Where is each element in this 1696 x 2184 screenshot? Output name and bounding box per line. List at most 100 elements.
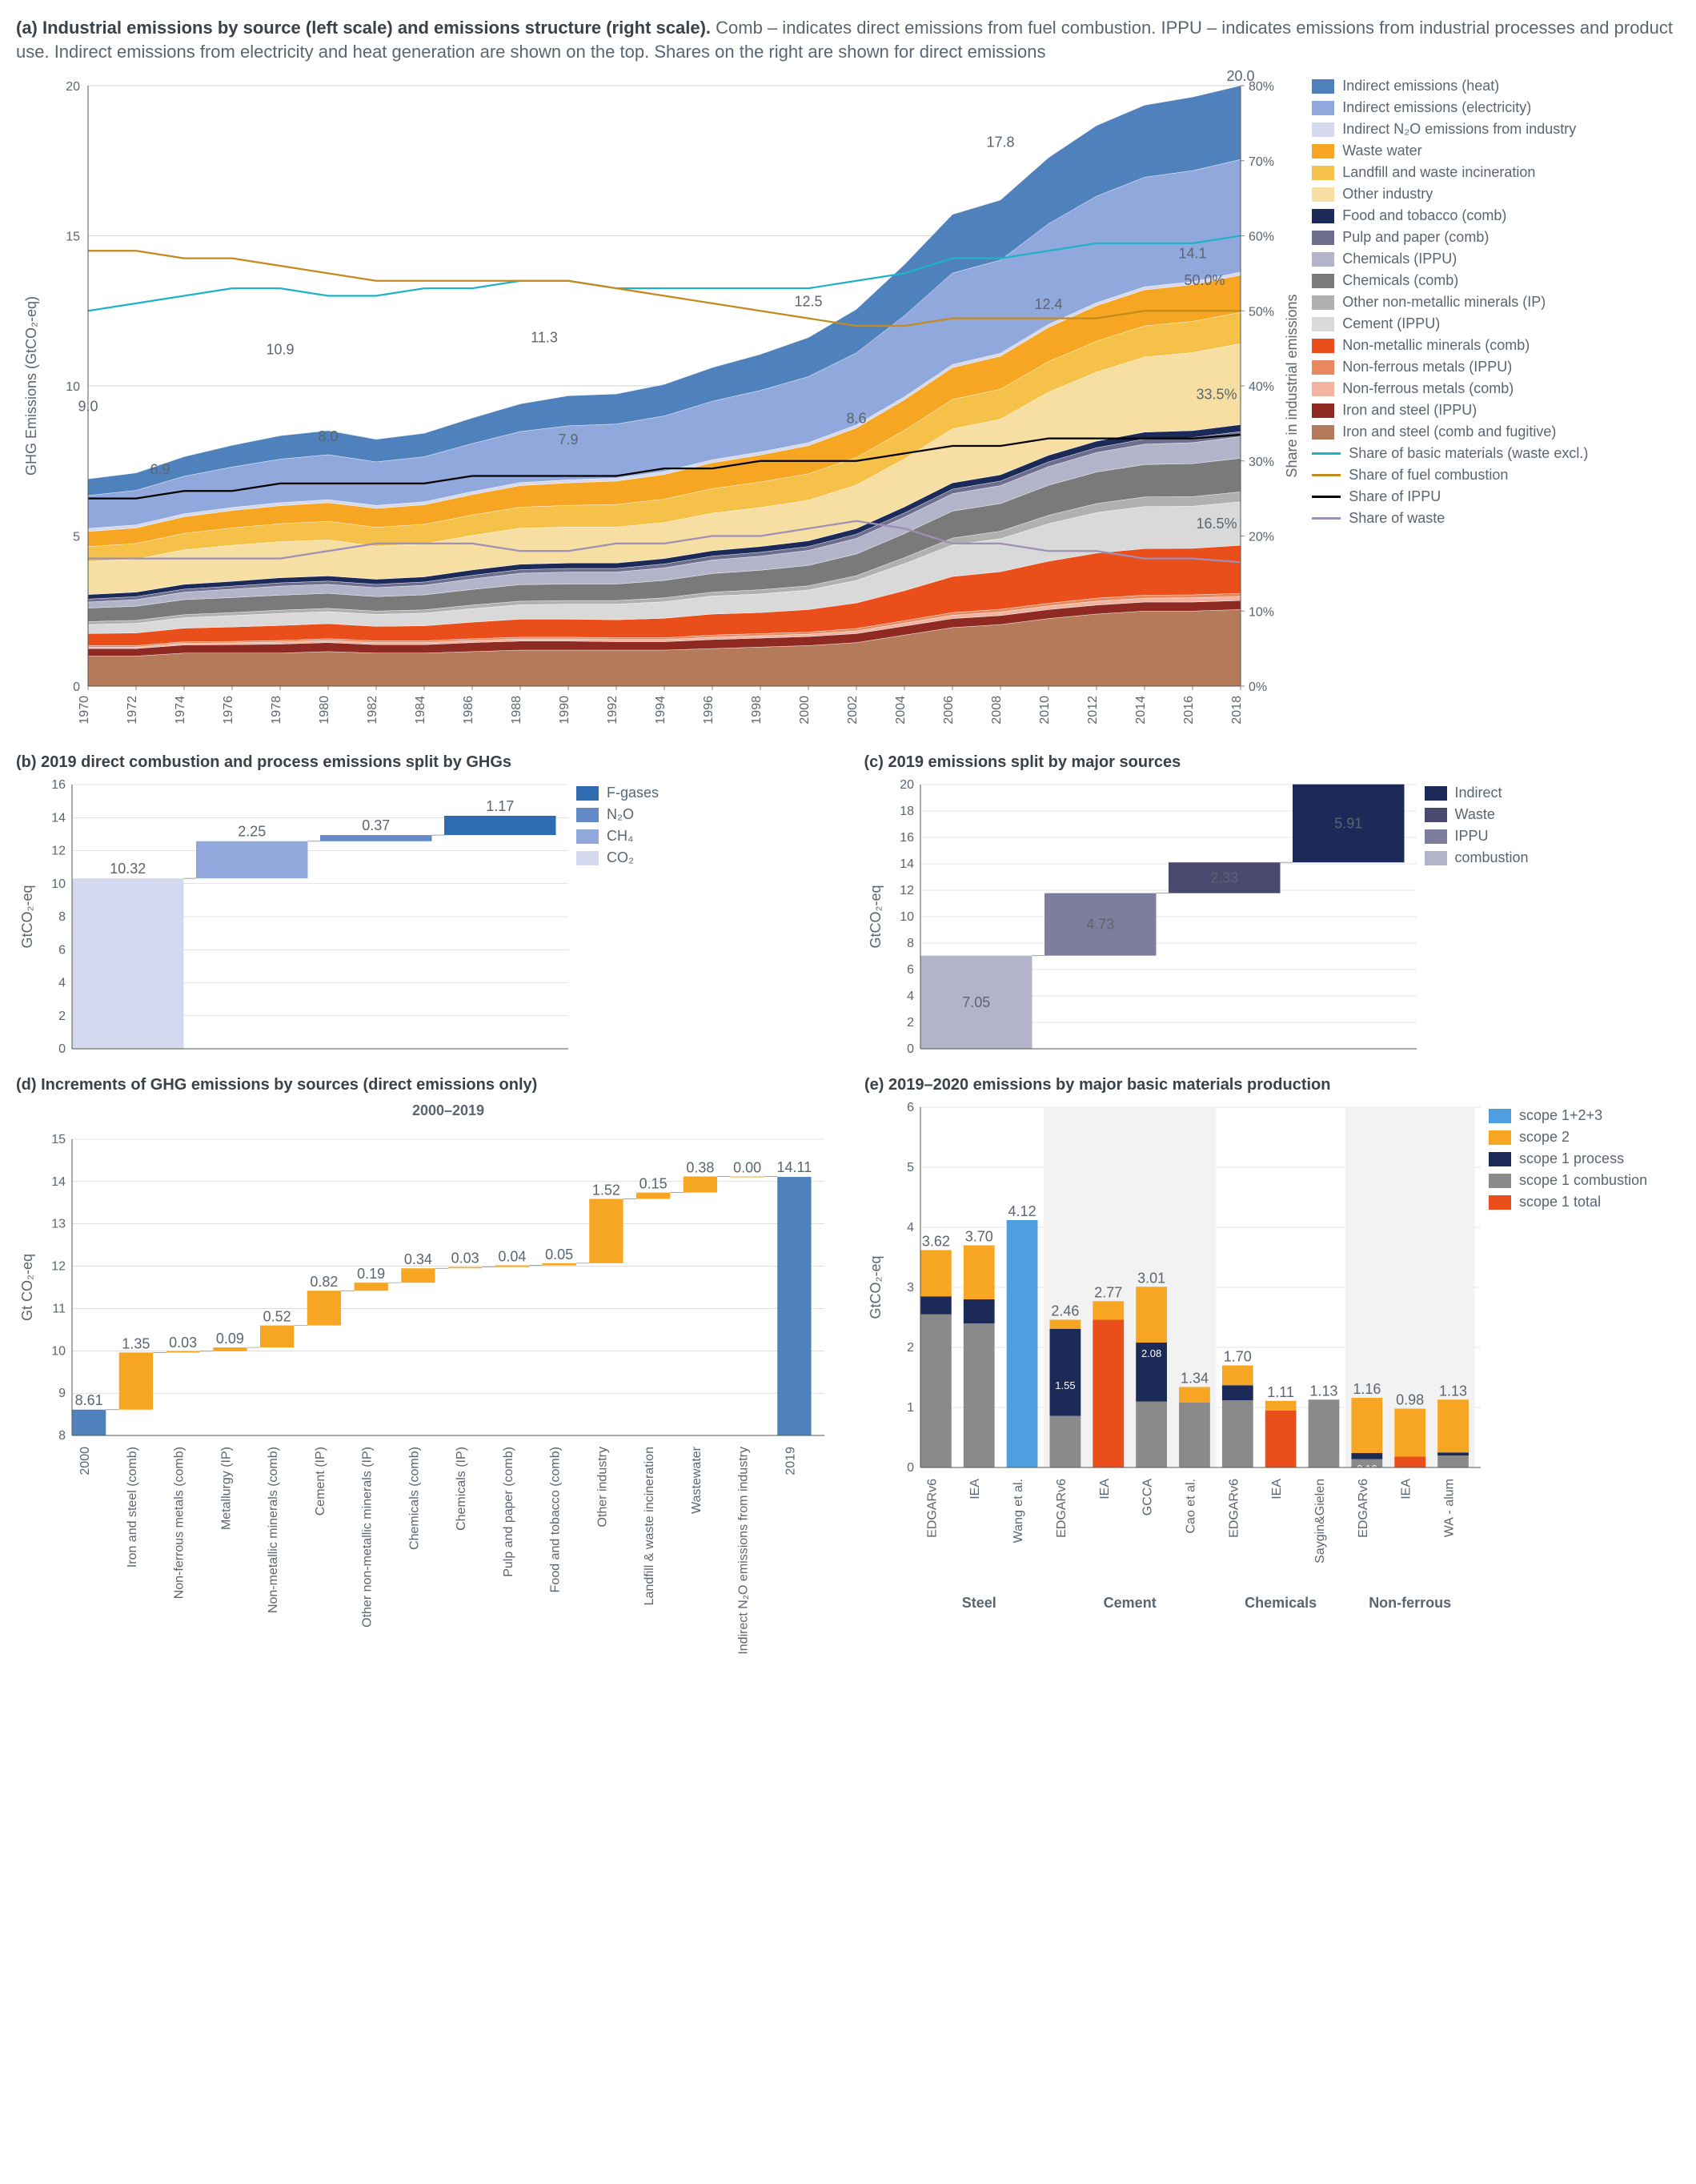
- svg-text:13: 13: [51, 1218, 66, 1231]
- svg-text:50%: 50%: [1249, 306, 1274, 319]
- svg-text:0.34: 0.34: [404, 1252, 432, 1268]
- svg-text:60%: 60%: [1249, 231, 1274, 244]
- svg-text:1986: 1986: [462, 696, 475, 725]
- svg-text:2010: 2010: [1038, 696, 1052, 725]
- svg-text:2.77: 2.77: [1094, 1285, 1122, 1301]
- svg-text:12.5: 12.5: [794, 294, 822, 310]
- svg-text:4.73: 4.73: [1086, 917, 1114, 933]
- panel-a-legend: Indirect emissions (heat) Indirect emissi…: [1312, 70, 1680, 742]
- svg-text:Gt CO₂-eq: Gt CO₂-eq: [19, 1254, 35, 1321]
- svg-text:2012: 2012: [1086, 696, 1100, 725]
- svg-text:Chemicals (IP): Chemicals (IP): [455, 1447, 468, 1531]
- svg-text:2: 2: [907, 1016, 914, 1030]
- svg-text:0.98: 0.98: [1396, 1392, 1424, 1408]
- legend-item: scope 1 total: [1489, 1194, 1681, 1210]
- svg-text:4: 4: [907, 990, 914, 1003]
- svg-text:IEA: IEA: [1270, 1479, 1284, 1499]
- svg-text:18: 18: [900, 805, 914, 818]
- svg-text:10: 10: [900, 910, 914, 924]
- svg-text:5: 5: [73, 531, 80, 544]
- svg-text:1982: 1982: [366, 696, 379, 725]
- svg-text:50.0%: 50.0%: [1184, 272, 1225, 288]
- svg-text:0: 0: [907, 1461, 914, 1475]
- svg-text:1.35: 1.35: [122, 1336, 150, 1352]
- svg-text:40%: 40%: [1249, 380, 1274, 394]
- panel-a-chart: 051015200%10%20%30%40%50%60%70%80%197019…: [16, 70, 1312, 742]
- legend-item: Iron and steel (comb and fugitive): [1312, 424, 1680, 440]
- svg-text:1980: 1980: [318, 696, 331, 725]
- svg-text:0: 0: [73, 680, 80, 694]
- svg-text:Saygin&Gielen: Saygin&Gielen: [1313, 1479, 1327, 1564]
- svg-text:0: 0: [907, 1042, 914, 1056]
- svg-text:1994: 1994: [654, 696, 668, 725]
- svg-text:70%: 70%: [1249, 155, 1274, 169]
- svg-text:GtCO₂-eq: GtCO₂-eq: [868, 1256, 884, 1319]
- svg-text:14: 14: [51, 1175, 66, 1189]
- svg-text:1970: 1970: [78, 696, 91, 725]
- svg-text:3.01: 3.01: [1137, 1271, 1165, 1287]
- svg-text:IEA: IEA: [1098, 1479, 1112, 1499]
- legend-item: Share of IPPU: [1312, 488, 1680, 505]
- svg-text:2.25: 2.25: [238, 824, 266, 840]
- svg-text:3.62: 3.62: [922, 1234, 950, 1250]
- svg-text:5.91: 5.91: [1334, 816, 1362, 832]
- svg-text:Wastewater: Wastewater: [690, 1447, 704, 1515]
- svg-text:6: 6: [907, 1101, 914, 1114]
- legend-item: Indirect emissions (electricity): [1312, 99, 1680, 116]
- svg-text:3.70: 3.70: [965, 1229, 993, 1245]
- svg-text:11.3: 11.3: [531, 330, 558, 346]
- svg-text:EDGARv6: EDGARv6: [925, 1479, 939, 1538]
- legend-item: Chemicals (comb): [1312, 272, 1680, 289]
- svg-text:8: 8: [58, 910, 66, 924]
- svg-text:2: 2: [907, 1341, 914, 1355]
- svg-text:10.9: 10.9: [266, 342, 294, 358]
- svg-text:0.16: 0.16: [1357, 1463, 1377, 1475]
- svg-text:1.13: 1.13: [1309, 1383, 1337, 1399]
- panel-e-chart: 0123456SteelCementChemicalsNon-ferrous3.…: [864, 1099, 1489, 1676]
- svg-text:2: 2: [58, 1010, 66, 1023]
- svg-text:Cement (IP): Cement (IP): [314, 1447, 327, 1516]
- legend-item: Indirect: [1425, 785, 1633, 801]
- legend-item: Indirect emissions (heat): [1312, 78, 1680, 94]
- svg-text:Metallurgy (IP): Metallurgy (IP): [219, 1447, 233, 1530]
- legend-item: Share of basic materials (waste excl.): [1312, 445, 1680, 462]
- svg-text:0.09: 0.09: [216, 1331, 244, 1347]
- panel-a-title-bold: (a) Industrial emissions by source (left…: [16, 18, 711, 38]
- svg-text:2000: 2000: [78, 1447, 92, 1475]
- svg-text:0.38: 0.38: [686, 1160, 714, 1176]
- svg-text:10%: 10%: [1249, 606, 1274, 620]
- svg-text:1.17: 1.17: [486, 798, 514, 814]
- svg-text:1.34: 1.34: [1181, 1371, 1209, 1387]
- legend-item: CH₄: [576, 828, 784, 845]
- svg-text:EDGARv6: EDGARv6: [1357, 1479, 1370, 1538]
- legend-item: scope 1+2+3: [1489, 1107, 1681, 1124]
- svg-text:16: 16: [900, 831, 914, 845]
- svg-text:0.05: 0.05: [545, 1247, 573, 1263]
- svg-text:1984: 1984: [414, 696, 427, 725]
- svg-text:0: 0: [58, 1042, 66, 1056]
- svg-text:0.00: 0.00: [733, 1160, 761, 1176]
- svg-text:14.11: 14.11: [777, 1159, 812, 1175]
- svg-text:Non-ferrous metals (comb): Non-ferrous metals (comb): [173, 1447, 186, 1599]
- svg-text:2006: 2006: [942, 696, 956, 725]
- legend-item: Iron and steel (IPPU): [1312, 402, 1680, 419]
- svg-text:8.6: 8.6: [846, 411, 866, 427]
- svg-text:0.82: 0.82: [310, 1275, 338, 1291]
- svg-text:4: 4: [907, 1221, 914, 1235]
- svg-text:7.9: 7.9: [558, 432, 578, 448]
- svg-text:IEA: IEA: [968, 1479, 982, 1499]
- svg-text:2008: 2008: [990, 696, 1004, 725]
- svg-text:6: 6: [58, 944, 66, 958]
- svg-text:0.19: 0.19: [357, 1267, 385, 1283]
- svg-text:5: 5: [907, 1161, 914, 1174]
- svg-text:3: 3: [907, 1281, 914, 1295]
- svg-text:Non-metallic minerals (comb): Non-metallic minerals (comb): [267, 1447, 280, 1613]
- svg-text:0.04: 0.04: [498, 1249, 526, 1265]
- svg-text:10: 10: [66, 380, 80, 394]
- legend-item: F-gases: [576, 785, 784, 801]
- svg-text:8: 8: [58, 1429, 66, 1443]
- svg-text:15: 15: [66, 231, 80, 244]
- panel-e-legend: scope 1+2+3scope 2scope 1 processscope 1…: [1489, 1099, 1681, 1676]
- legend-item: Other non-metallic minerals (IP): [1312, 294, 1680, 311]
- svg-text:1.55: 1.55: [1055, 1379, 1075, 1391]
